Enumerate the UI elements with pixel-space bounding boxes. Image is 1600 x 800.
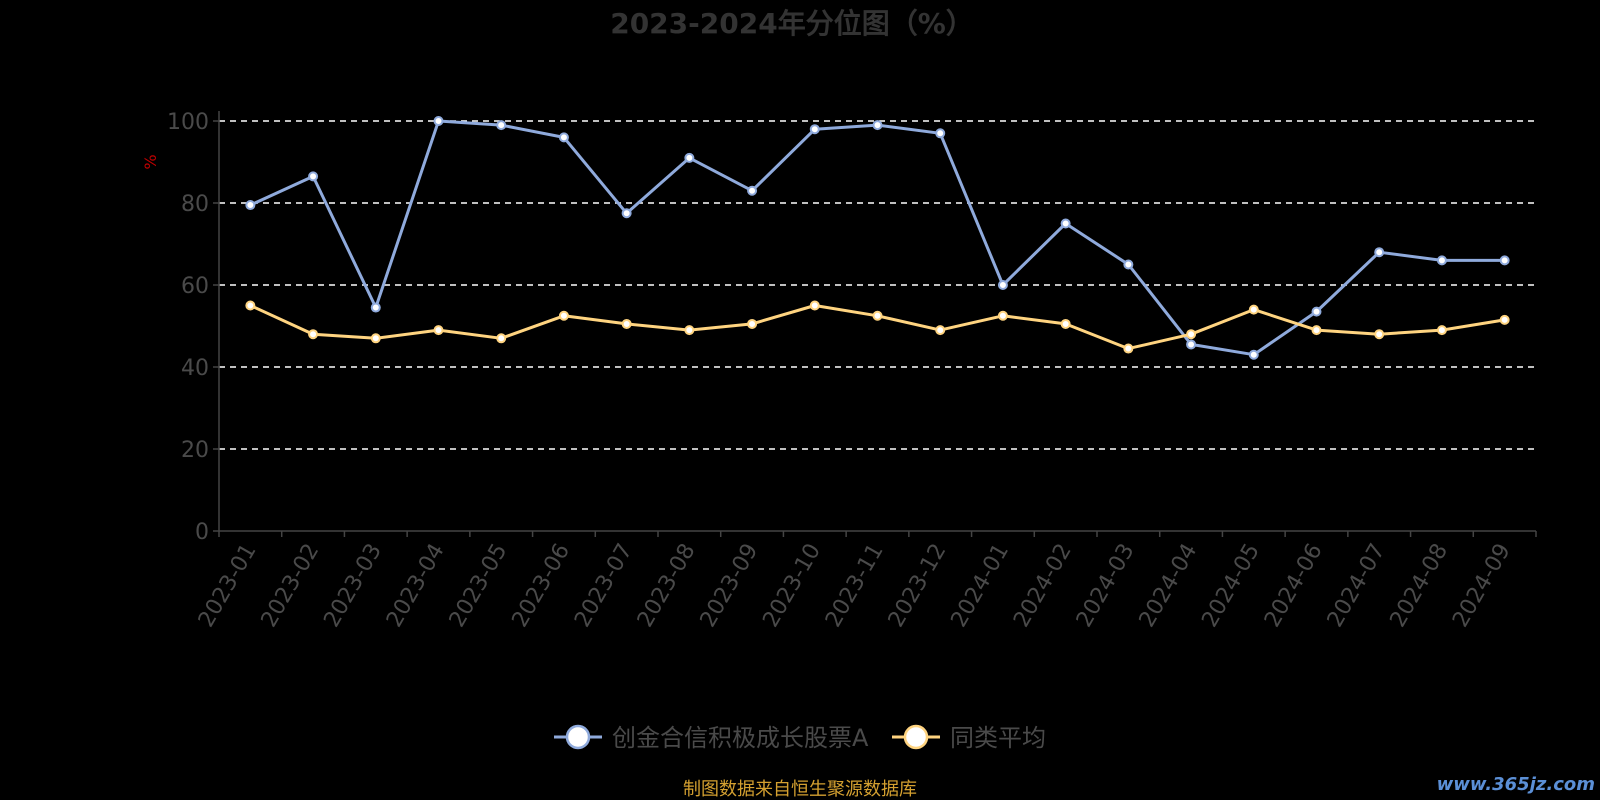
x-tick-label: 2023-12: [884, 540, 952, 632]
x-tick-label: 2024-04: [1135, 540, 1203, 632]
data-point: [245, 300, 256, 311]
data-point: [370, 333, 381, 344]
y-tick-label: 100: [167, 110, 209, 135]
x-tick-label: 2023-01: [194, 540, 262, 632]
data-point: [1436, 255, 1447, 266]
data-point: [1186, 329, 1197, 340]
data-point: [872, 310, 883, 321]
data-point: [1374, 329, 1385, 340]
x-tick-label: 2023-04: [382, 540, 450, 632]
x-tick-label: 2023-02: [257, 540, 325, 632]
x-tick-label: 2023-03: [319, 540, 387, 632]
watermark: www.365jz.com: [1437, 774, 1595, 795]
x-tick-label: 2024-01: [947, 540, 1015, 632]
x-tick-label: 2023-09: [696, 540, 764, 632]
data-point: [1248, 349, 1259, 360]
data-point: [997, 280, 1008, 290]
x-tick-label: 2023-05: [445, 540, 513, 632]
data-point: [496, 120, 507, 131]
data-point: [558, 132, 569, 143]
x-tick-label: 2023-07: [570, 540, 638, 632]
data-point: [245, 200, 256, 211]
data-point: [1123, 259, 1134, 270]
x-tick-label: 2024-06: [1260, 540, 1328, 632]
data-source-note: 制图数据来自恒生聚源数据库: [683, 779, 917, 800]
data-point: [1186, 339, 1197, 350]
x-tick-label: 2023-11: [821, 540, 889, 632]
data-point: [997, 310, 1008, 321]
series-layer: [245, 116, 1510, 360]
data-point: [1248, 304, 1259, 315]
chart-title: 2023-2024年分位图（%）: [610, 7, 974, 40]
data-point: [1060, 218, 1071, 229]
series-0: [245, 116, 1510, 360]
data-point: [496, 333, 507, 344]
data-point: [1311, 306, 1322, 317]
legend-marker: [565, 724, 591, 750]
series-1: [245, 300, 1510, 354]
x-tick-label: 2024-02: [1009, 540, 1077, 632]
data-point: [935, 128, 946, 139]
data-point: [1123, 343, 1134, 354]
data-point: [684, 325, 695, 336]
data-point: [684, 152, 695, 163]
x-tick-label: 2023-10: [758, 540, 826, 632]
data-point: [308, 329, 319, 340]
data-point: [747, 185, 758, 196]
y-tick-label: 20: [181, 438, 209, 463]
data-point: [747, 318, 758, 329]
x-tick-label: 2024-03: [1072, 540, 1140, 632]
data-point: [1436, 325, 1447, 336]
data-point: [558, 310, 569, 321]
legend-label: 同类平均: [950, 724, 1046, 752]
data-point: [308, 171, 319, 182]
data-point: [872, 120, 883, 131]
data-point: [935, 325, 946, 336]
legend-label: 创金合信积极成长股票A: [612, 724, 869, 752]
data-point: [621, 208, 632, 219]
y-tick-label: 40: [181, 356, 209, 381]
legend-item-1: 同类平均: [892, 724, 1046, 752]
x-tick-label: 2024-08: [1386, 540, 1454, 632]
x-tick-label: 2024-05: [1197, 540, 1265, 632]
data-point: [1374, 247, 1385, 258]
data-point: [433, 325, 444, 336]
legend: 创金合信积极成长股票A 同类平均: [554, 724, 1046, 752]
data-point: [621, 318, 632, 329]
y-tick-label: 0: [195, 520, 209, 545]
y-tick-label: 60: [181, 274, 209, 299]
x-tick-label: 2024-09: [1448, 540, 1516, 632]
data-point: [370, 302, 381, 313]
x-tick-label: 2023-06: [508, 540, 576, 632]
axes: 0 20 40 60 80 100 2023-012023-022023-032023-04…: [167, 110, 1537, 632]
data-point: [1499, 314, 1510, 325]
data-point: [433, 116, 444, 126]
data-point: [1311, 325, 1322, 336]
legend-marker: [903, 724, 929, 750]
x-tick-label: 2023-08: [633, 540, 701, 632]
data-point: [1499, 255, 1510, 266]
data-point: [809, 300, 820, 311]
data-point: [809, 124, 820, 135]
gridlines: [219, 120, 1536, 450]
data-point: [1060, 318, 1071, 329]
x-tick-label: 2024-07: [1323, 540, 1391, 632]
y-tick-label: 80: [181, 192, 209, 217]
y-axis-label: %: [141, 154, 160, 169]
legend-item-0: 创金合信积极成长股票A: [554, 724, 869, 752]
